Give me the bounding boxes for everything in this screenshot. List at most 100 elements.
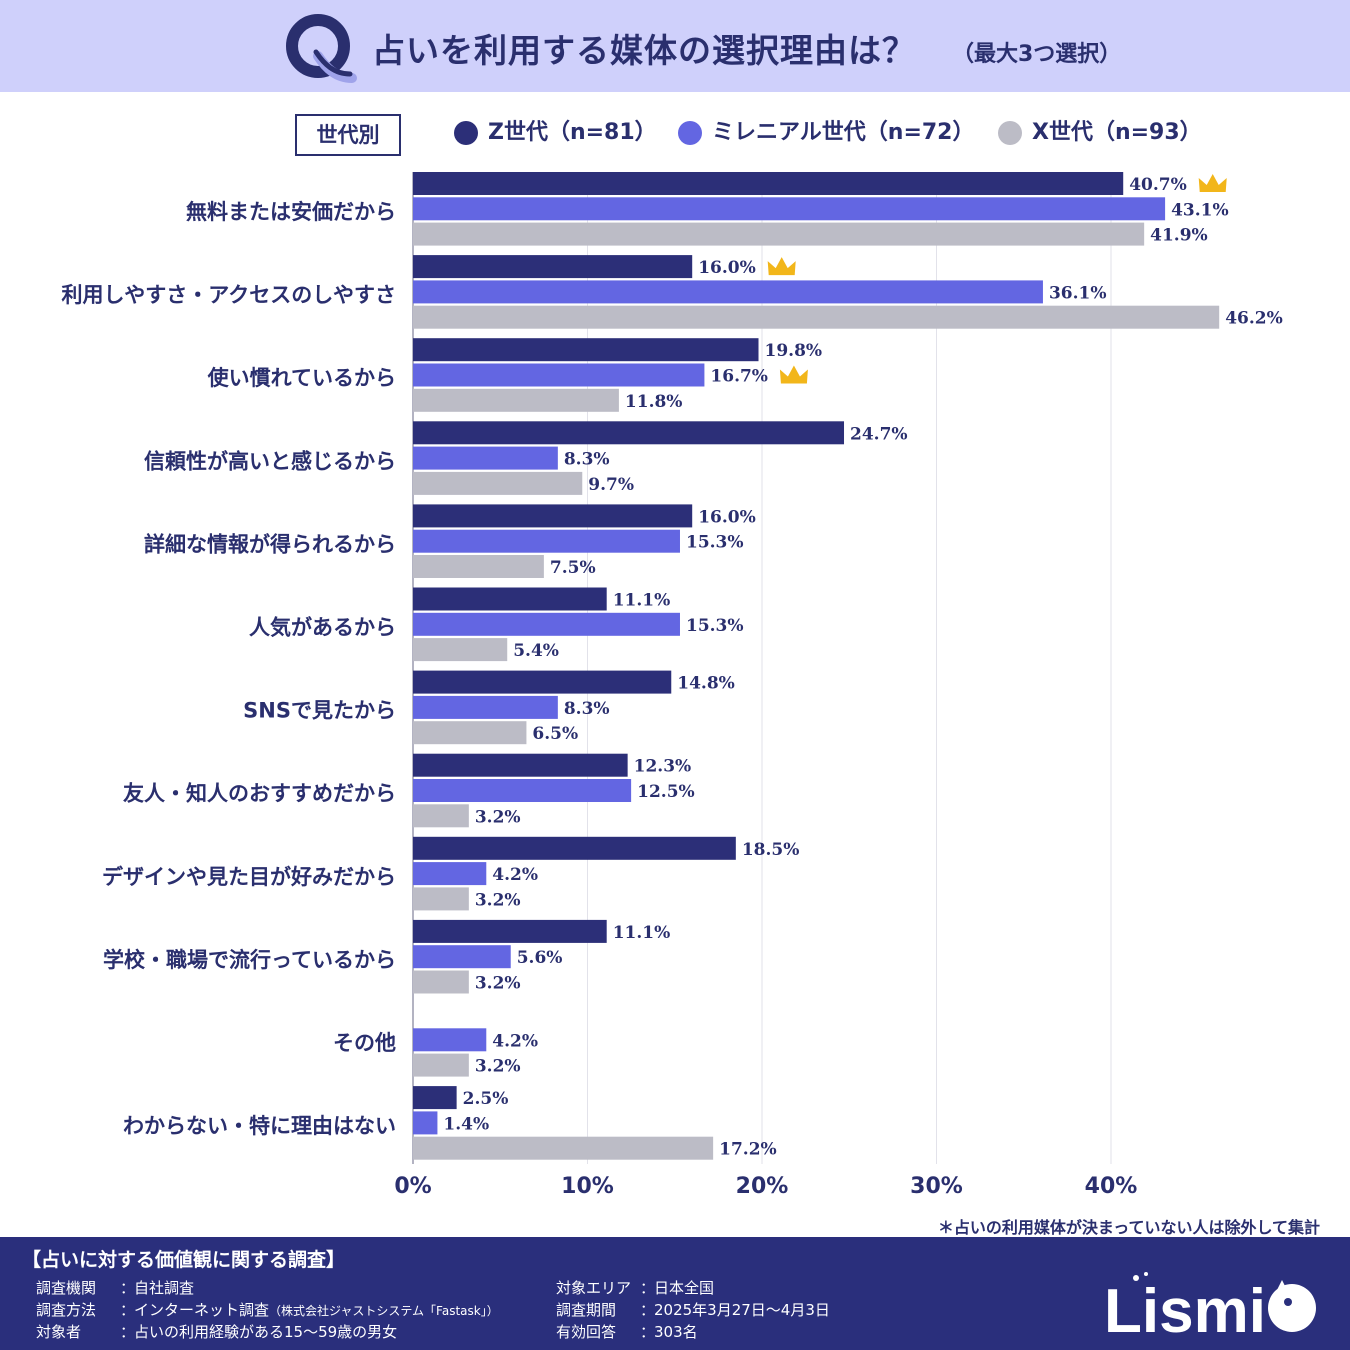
data-label: 43.1% <box>1171 200 1229 220</box>
data-label: 8.3% <box>564 450 610 470</box>
bar <box>413 862 487 886</box>
data-label: 4.2% <box>492 1031 538 1051</box>
bar <box>413 945 511 969</box>
data-label: 3.2% <box>475 974 521 994</box>
info-value: 日本全国 <box>654 1279 715 1297</box>
survey-info-row: 対象エリア ：日本全国 <box>556 1277 714 1298</box>
data-label: 41.9% <box>1150 226 1208 246</box>
legend-dot-icon <box>678 121 702 145</box>
info-key: 調査方法 <box>36 1301 97 1319</box>
data-label: 46.2% <box>1225 309 1283 329</box>
bar <box>413 446 558 470</box>
data-label: 5.4% <box>513 641 559 661</box>
bar <box>413 695 558 719</box>
page-title: 占いを利用する媒体の選択理由は？ <box>372 31 916 70</box>
bar <box>413 587 607 611</box>
data-label: 3.2% <box>475 890 521 910</box>
data-label: 8.3% <box>564 699 610 719</box>
survey-info-row: 調査機関 ：自社調査 <box>36 1277 194 1298</box>
bar <box>413 779 632 802</box>
crown-icon <box>1198 174 1227 192</box>
category-label: 詳細な情報が得られるから <box>144 532 396 556</box>
bar <box>413 255 693 279</box>
category-label: 学校・職場で流行っているから <box>103 948 396 972</box>
category-label: 使い慣れているから <box>207 366 396 390</box>
info-key: 対象者 <box>36 1323 82 1341</box>
info-key: 対象エリア <box>556 1279 632 1297</box>
data-label: 18.5% <box>742 840 800 860</box>
data-label: 16.0% <box>698 507 756 527</box>
data-label: 9.7% <box>588 475 634 495</box>
legend-dot-icon <box>998 121 1022 145</box>
info-value-note: （株式会社ジャストシステム「Fastask」） <box>269 1304 499 1318</box>
info-value: インターネット調査 <box>134 1301 270 1319</box>
category-label: 友人・知人のおすすめだから <box>123 782 396 806</box>
footnote: ＊占いの利用媒体が決まっていない人は除外して集計 <box>937 1218 1320 1237</box>
category-label: 利用しやすさ・アクセスのしやすさ <box>61 283 396 307</box>
brand-wordmark: Lismi <box>1104 1277 1266 1342</box>
bar <box>413 670 672 694</box>
data-label: 6.5% <box>532 724 578 744</box>
data-label: 11.1% <box>613 923 671 943</box>
bar <box>413 504 693 528</box>
info-separator: ： <box>640 1279 656 1297</box>
category-label: SNSで見たから <box>243 699 396 723</box>
category-label: 無料または安価だから <box>186 200 396 224</box>
header-banner: 占いを利用する媒体の選択理由は？ （最大3つ選択） <box>0 0 1350 92</box>
bar <box>413 1053 469 1077</box>
data-label: 12.5% <box>637 782 695 802</box>
bar <box>413 638 508 662</box>
data-label: 1.4% <box>443 1114 489 1134</box>
info-value: 2025年3月27日～4月3日 <box>654 1301 830 1319</box>
data-label: 4.2% <box>492 865 538 885</box>
cat-mascot-icon <box>1268 1284 1316 1332</box>
bar <box>413 529 680 553</box>
bar <box>413 721 527 745</box>
data-label: 15.3% <box>686 616 744 636</box>
bar <box>413 1136 714 1160</box>
x-tick-label: 10% <box>561 1174 614 1199</box>
survey-title: 【占いに対する価値観に関する調査】 <box>22 1249 346 1271</box>
bar <box>413 421 845 445</box>
info-value: 自社調査 <box>134 1279 195 1297</box>
bar <box>413 197 1166 221</box>
bar <box>413 1086 457 1110</box>
data-label: 17.2% <box>719 1140 777 1160</box>
bar <box>413 471 583 495</box>
survey-info-row: 調査方法 ：インターネット調査（株式会社ジャストシステム「Fastask」） <box>36 1299 499 1320</box>
info-key: 調査期間 <box>556 1301 617 1319</box>
page-subtitle: （最大3つ選択） <box>952 42 1122 67</box>
data-label: 7.5% <box>550 558 596 578</box>
legend-group-label: 世代別 <box>295 114 401 156</box>
bar <box>413 753 628 777</box>
bar <box>413 836 736 860</box>
info-separator: ： <box>120 1301 136 1319</box>
data-label: 19.8% <box>765 341 823 361</box>
data-label: 11.1% <box>613 591 671 611</box>
legend-label: ミレニアル世代（n=72） <box>712 120 975 145</box>
bar-chart: 0% 10% 20% 30% 40% 無料または安価だから 40.7% 43.1% 41.9% 利… <box>61 172 1283 1199</box>
crown-icon <box>767 257 796 276</box>
data-label: 5.6% <box>517 948 563 968</box>
data-label: 40.7% <box>1129 175 1187 195</box>
category-label: デザインや見た目が好みだから <box>102 865 396 889</box>
data-label: 11.8% <box>625 392 683 412</box>
bar <box>413 1111 438 1135</box>
bar <box>413 305 1220 329</box>
info-key: 有効回答 <box>556 1323 617 1341</box>
legend-label: X世代（n=93） <box>1032 120 1202 145</box>
category-label: わからない・特に理由はない <box>123 1114 396 1138</box>
info-separator: ： <box>640 1323 656 1341</box>
survey-info-row: 対象者 ：占いの利用経験がある15～59歳の男女 <box>36 1321 397 1342</box>
data-label: 3.2% <box>475 807 521 827</box>
info-separator: ： <box>120 1323 136 1341</box>
category-label: 信頼性が高いと感じるから <box>144 449 396 473</box>
bar <box>413 338 759 362</box>
data-label: 2.5% <box>463 1089 509 1109</box>
legend-dot-icon <box>454 121 478 145</box>
survey-footer: 【占いに対する価値観に関する調査】 調査機関 ：自社調査 調査方法 ：インターネット… <box>0 1237 1350 1350</box>
survey-info-row: 有効回答 ：303名 <box>556 1321 698 1342</box>
x-tick-label: 40% <box>1085 1174 1138 1199</box>
survey-info-row: 調査期間 ：2025年3月27日～4月3日 <box>556 1299 830 1320</box>
data-label: 15.3% <box>686 533 744 553</box>
